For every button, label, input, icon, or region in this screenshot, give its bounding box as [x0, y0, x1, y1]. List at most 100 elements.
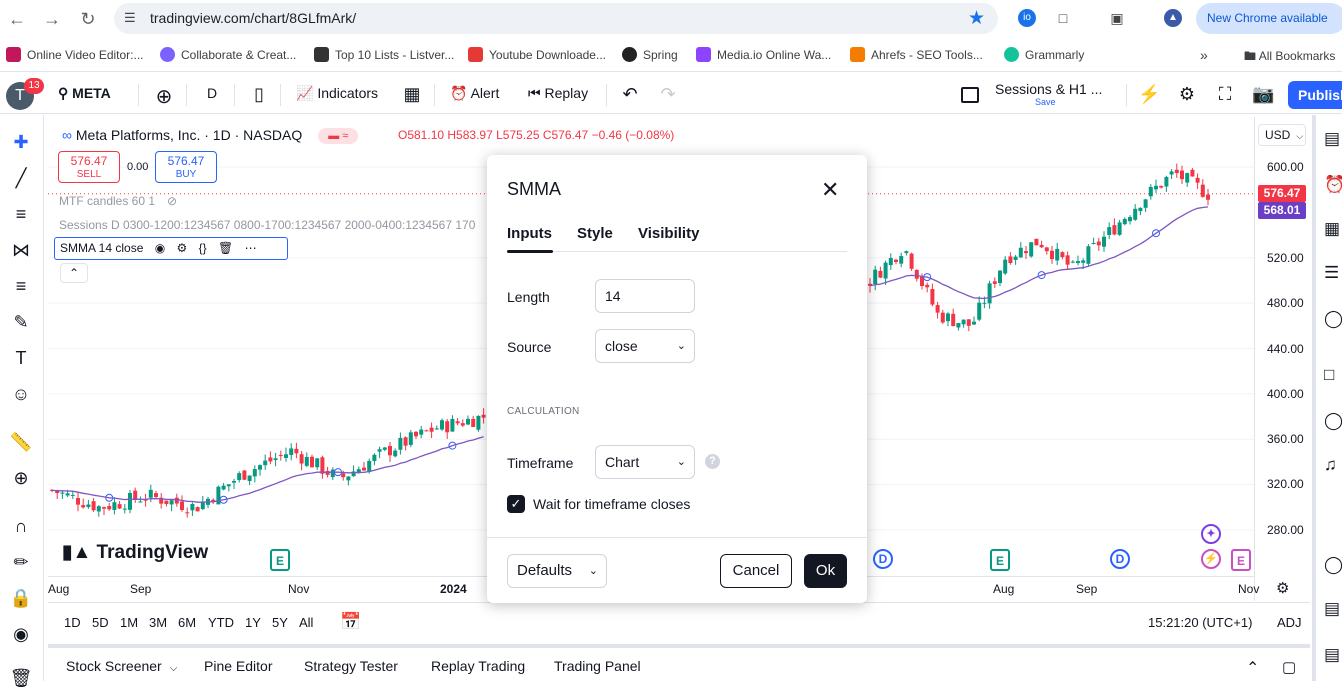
tab-pine-editor[interactable]: Pine Editor	[204, 658, 273, 674]
settings-gear-icon[interactable]: ⚙	[1178, 84, 1196, 104]
bookmark-star-icon[interactable]: ★	[968, 8, 986, 29]
zoom-in-icon[interactable]: ⊕	[13, 468, 29, 488]
chat-icon[interactable]: □	[1324, 365, 1335, 384]
forward-icon[interactable]: →	[43, 9, 61, 29]
url-bar[interactable]: ☰ tradingview.com/chart/8GLfmArk/ ★	[114, 3, 998, 34]
length-input[interactable]: 14	[595, 279, 695, 313]
bookmarks-overflow-icon[interactable]: »	[1200, 47, 1208, 63]
range-1d[interactable]: 1D	[64, 615, 81, 630]
bookmark-item[interactable]: Youtube Downloade...	[468, 47, 606, 62]
clock-time[interactable]: 15:21:20 (UTC+1)	[1148, 615, 1253, 630]
earnings-marker[interactable]: E	[990, 549, 1010, 571]
smma-legend[interactable]: SMMA 14 close ◉ ⚙ {} 🗑 ⋯	[54, 237, 288, 260]
market-status-icon[interactable]: ▬ ≈	[318, 128, 359, 144]
alert-button[interactable]: ⏰ Alert	[450, 85, 499, 102]
range-3m[interactable]: 3M	[149, 615, 168, 630]
eye-icon[interactable]: ◉	[154, 241, 166, 255]
camera-snapshot-icon[interactable]: 📷	[1252, 84, 1275, 104]
replay-button[interactable]: ⏮ Replay	[528, 85, 588, 102]
tab-stock-screener[interactable]: Stock Screener ⌵	[66, 658, 177, 674]
templates-grid-icon[interactable]: ▦	[403, 84, 421, 104]
dividend-marker[interactable]: D	[873, 549, 893, 569]
ok-button[interactable]: Ok	[804, 554, 847, 588]
publish-button[interactable]: Publish	[1288, 81, 1342, 109]
extensions-puzzle-icon[interactable]: □	[1058, 10, 1068, 26]
magnet-icon[interactable]: ∩	[14, 516, 28, 536]
sell-button[interactable]: 576.47 SELL	[58, 151, 120, 183]
goto-date-calendar-icon[interactable]: 📅	[340, 612, 362, 631]
pencil-lock-icon[interactable]: ✏	[13, 552, 29, 572]
ideas-bulb-icon[interactable]: ◯	[1324, 309, 1342, 328]
tab-visibility[interactable]: Visibility	[638, 225, 700, 242]
sparkle-event-icon[interactable]: ✦	[1201, 524, 1221, 544]
wait-timeframe-label[interactable]: Wait for timeframe closes	[533, 496, 691, 512]
indicators-button[interactable]: 📈 Indicators	[296, 85, 378, 102]
fib-retracement-icon[interactable]: ≡	[15, 204, 27, 224]
sessions-legend[interactable]: Sessions D 0300-1200:1234567 0800-1700:1…	[59, 218, 476, 232]
reload-icon[interactable]: ↻	[80, 9, 96, 29]
source-code-icon[interactable]: {}	[198, 241, 207, 255]
tab-strategy-tester[interactable]: Strategy Tester	[304, 658, 398, 674]
site-settings-icon[interactable]: ☰	[124, 10, 136, 25]
adj-toggle[interactable]: ADJ	[1277, 615, 1302, 630]
time-axis-settings-icon[interactable]: ⚙	[1276, 580, 1290, 597]
pattern-icon[interactable]: ⋈	[12, 240, 30, 260]
streams-icon[interactable]: ◯	[1324, 411, 1342, 430]
earnings-marker[interactable]: E	[1231, 549, 1251, 571]
currency-selector[interactable]: USD ⌵	[1258, 124, 1306, 146]
bookmark-item[interactable]: Online Video Editor:...	[6, 47, 144, 62]
wait-timeframe-checkbox[interactable]: ✓	[507, 495, 525, 513]
trash-icon[interactable]: 🗑	[218, 241, 234, 255]
range-6m[interactable]: 6M	[178, 615, 197, 630]
bookmark-item[interactable]: Grammarly	[1004, 47, 1084, 62]
range-1y[interactable]: 1Y	[245, 615, 261, 630]
bookmark-item[interactable]: Media.io Online Wa...	[696, 47, 831, 62]
candles-type-icon[interactable]: ▯	[254, 84, 264, 104]
back-icon[interactable]: ←	[8, 9, 26, 29]
redo-icon[interactable]: ↷	[660, 84, 676, 104]
defaults-button[interactable]: Defaults ⌄	[507, 554, 607, 588]
bookmark-item[interactable]: Collaborate & Creat...	[160, 47, 296, 62]
more-icon[interactable]: ⋯	[244, 241, 257, 255]
all-bookmarks-folder[interactable]: 🖿 All Bookmarks	[1244, 47, 1335, 68]
forecast-icon[interactable]: ≡	[15, 276, 27, 296]
fullscreen-icon[interactable]: ⛶	[1218, 84, 1232, 104]
object-tree-icon[interactable]: ▦	[1324, 219, 1341, 238]
source-select[interactable]: close ⌄	[595, 329, 695, 363]
text-tool-icon[interactable]: T	[15, 348, 27, 368]
interval-button[interactable]: D	[207, 85, 218, 101]
profile-avatar[interactable]: ▲	[1164, 9, 1182, 27]
watchlist-icon[interactable]: ▤	[1324, 129, 1341, 148]
notifications-bell-icon[interactable]: ♫	[1324, 455, 1337, 474]
tab-inputs[interactable]: Inputs	[507, 225, 552, 242]
settings-gear-icon[interactable]: ⚙	[176, 241, 188, 255]
range-ytd[interactable]: YTD	[208, 615, 234, 630]
range-5d[interactable]: 5D	[92, 615, 109, 630]
mtf-candles-legend[interactable]: MTF candles 60 1 ⊘	[59, 194, 177, 208]
layers-icon[interactable]: ☰	[1324, 263, 1340, 282]
screenshot-icon[interactable]: ▣	[1110, 10, 1124, 26]
symbol-legend[interactable]: ∞ Meta Platforms, Inc. · 1D · NASDAQ ▬ ≈	[62, 127, 359, 144]
eye-icon[interactable]: ◉	[13, 624, 29, 644]
buy-button[interactable]: 576.47 BUY	[155, 151, 217, 183]
maximize-panel-icon[interactable]: ▢	[1282, 659, 1297, 676]
quick-search-icon[interactable]: ⚡	[1138, 84, 1161, 104]
tab-replay-trading[interactable]: Replay Trading	[431, 658, 526, 674]
symbol-search[interactable]: ⚲ META	[58, 85, 111, 102]
alerts-clock-icon[interactable]: ⏰	[1324, 175, 1342, 194]
dividend-marker[interactable]: D	[1110, 549, 1130, 569]
help-icon[interactable]: ?	[705, 454, 720, 469]
earnings-marker[interactable]: E	[270, 549, 290, 571]
new-chrome-available-button[interactable]: New Chrome available	[1196, 3, 1342, 34]
crosshair-icon[interactable]: ✚	[13, 132, 29, 152]
ruler-icon[interactable]: 📏	[9, 432, 33, 452]
help-icon[interactable]: ◯	[1324, 555, 1342, 574]
tab-style[interactable]: Style	[577, 225, 613, 242]
undo-icon[interactable]: ↶	[622, 84, 638, 104]
emoji-icon[interactable]: ☺	[11, 384, 31, 404]
range-all[interactable]: All	[299, 615, 314, 630]
bookmark-item[interactable]: Top 10 Lists - Listver...	[314, 47, 454, 62]
collapse-panel-chevron-up-icon[interactable]: ⌃	[1246, 660, 1260, 677]
collapse-legend-chevron-up-icon[interactable]: ⌃	[60, 263, 88, 283]
brush-icon[interactable]: ✎	[13, 312, 29, 332]
